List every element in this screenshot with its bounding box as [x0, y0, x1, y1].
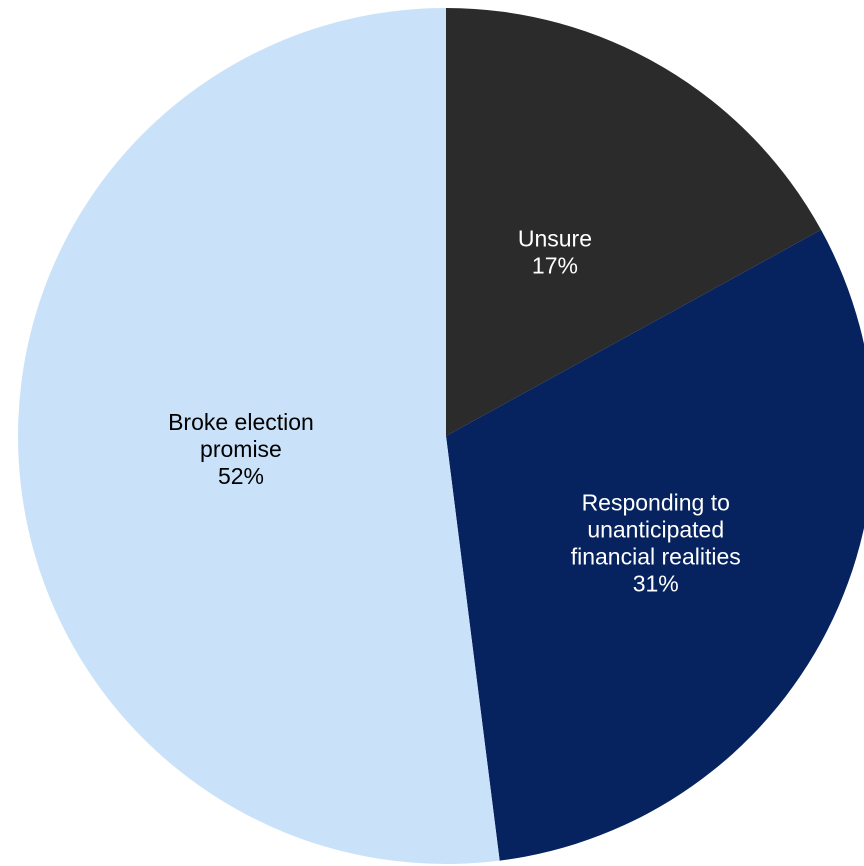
- slice-category-label: financial realities: [571, 543, 741, 569]
- slice-label: Unsure 17%: [518, 225, 592, 278]
- pie-slice: [446, 229, 864, 861]
- slice-category-label: Unsure: [518, 225, 592, 251]
- slice-value-label: 31%: [633, 570, 679, 596]
- slice-category-label: Responding to: [582, 489, 730, 515]
- slice-category-label: unanticipated: [587, 516, 724, 542]
- slice-label: Responding to unanticipated financial real…: [571, 489, 741, 596]
- pie-slice: [18, 8, 500, 864]
- slice-value-label: 52%: [218, 463, 264, 489]
- pie-labels: Unsure 17% Responding to unanticipated finan…: [168, 225, 741, 596]
- pie-slice: [446, 8, 822, 436]
- slice-category-label: promise: [200, 436, 282, 462]
- slice-label: Broke election promise 52%: [168, 409, 314, 489]
- pie-slices: [18, 8, 864, 864]
- slice-category-label: Broke election: [168, 409, 314, 435]
- slice-value-label: 17%: [532, 252, 578, 278]
